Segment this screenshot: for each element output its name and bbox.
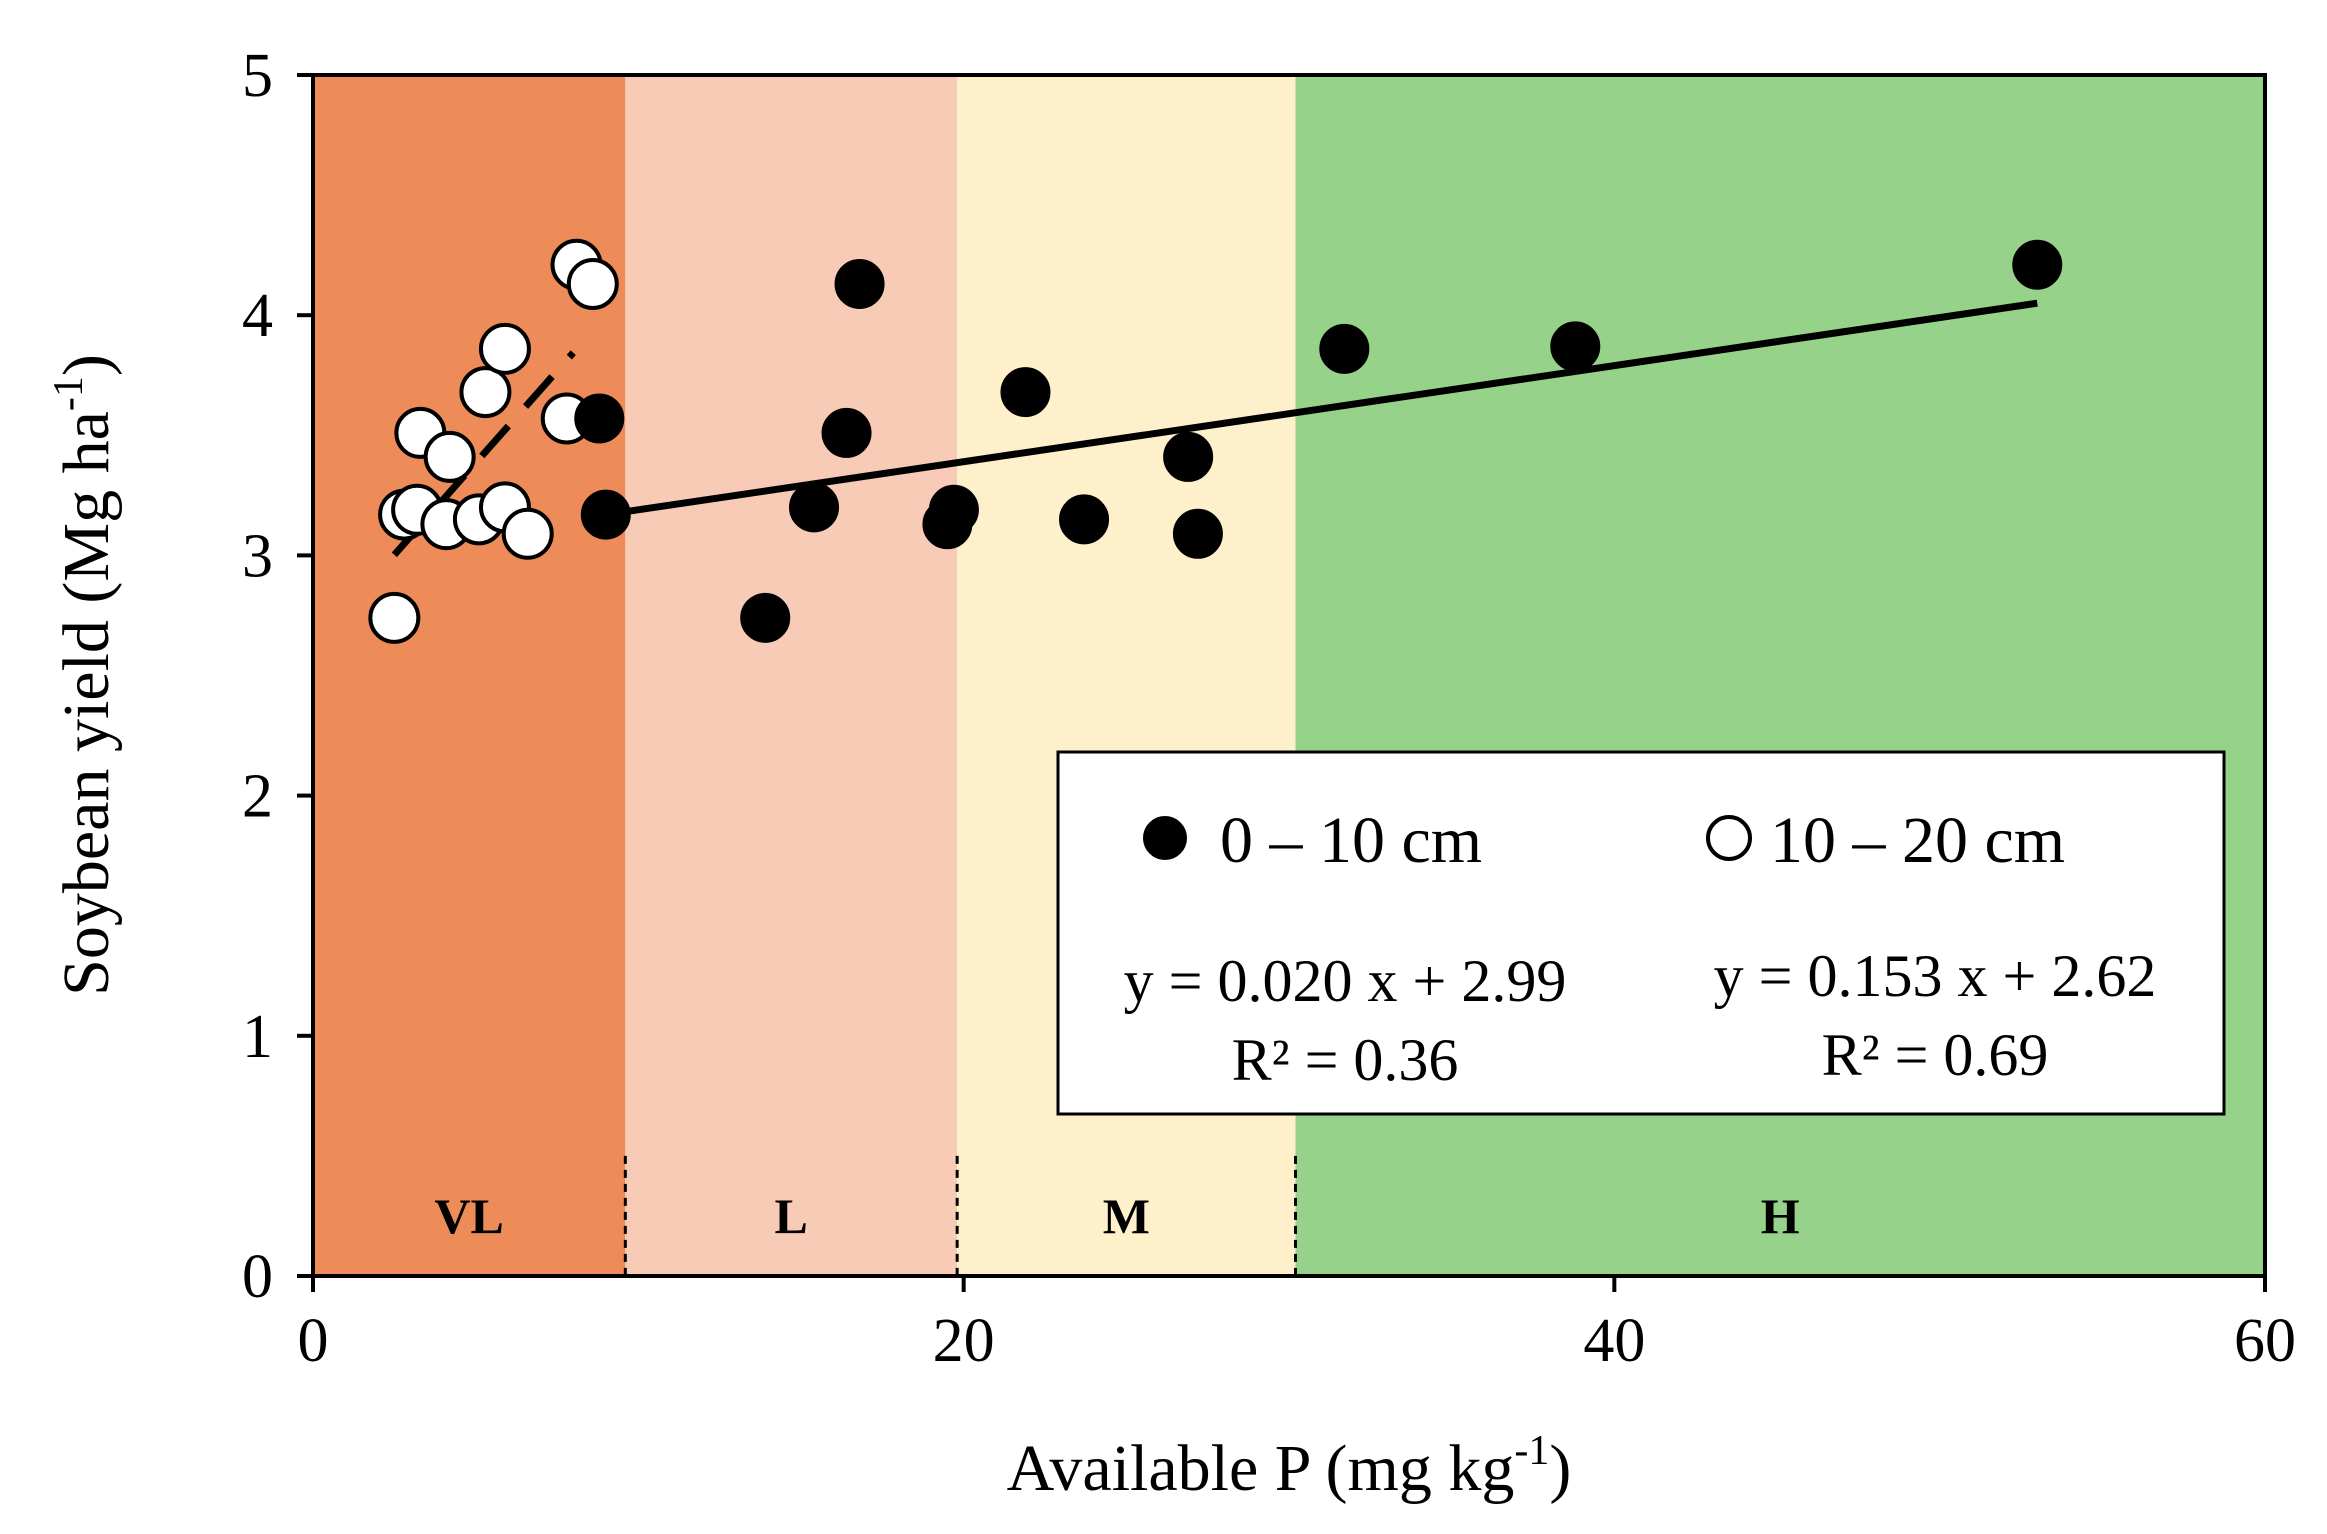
- zone-label-m: M: [1103, 1188, 1150, 1244]
- legend-label-10-20: 10 – 20 cm: [1770, 804, 2065, 877]
- data-point-series-1-0: [368, 591, 421, 644]
- y-axis-title-sup: -1: [46, 376, 92, 411]
- plot-frame: [311, 73, 2267, 1278]
- data-point-series-1-7: [459, 366, 512, 419]
- data-point-series-0-10: [1163, 431, 1214, 482]
- data-point-series-1-8: [478, 322, 531, 375]
- zone-label-vl: VL: [434, 1188, 503, 1244]
- y-tick-label-1: 1: [242, 1003, 273, 1071]
- data-point-series-0-5: [834, 258, 885, 309]
- x-axis-title: Available P (mg kg-1): [1007, 1428, 1572, 1505]
- zone-l: [625, 75, 958, 1276]
- data-point-series-0-13: [1550, 321, 1601, 372]
- legend-marker-open: [1706, 815, 1752, 861]
- data-point-series-0-7: [928, 484, 979, 535]
- y-axis-title: Soybean yield (Mg ha-1): [46, 354, 123, 996]
- y-tick-label-2: 2: [242, 763, 273, 831]
- data-point-series-0-2: [740, 592, 791, 643]
- y-tick-label-0: 0: [242, 1243, 273, 1311]
- data-point-series-0-14: [2012, 239, 2063, 290]
- data-point-series-1-13: [566, 257, 619, 310]
- y-tick-label-5: 5: [242, 42, 273, 110]
- data-points: [368, 238, 2063, 644]
- zone-labels: VL L M H: [434, 1188, 1799, 1244]
- data-point-series-1-5: [423, 430, 476, 483]
- regression-lines: [391, 299, 2038, 558]
- y-axis-title-main: Soybean yield (Mg ha: [50, 411, 123, 996]
- data-point-series-0-12: [1319, 323, 1370, 374]
- equation-10-20: y = 0.153 x + 2.62: [1714, 943, 2157, 1009]
- fit-line-series-1: [391, 350, 576, 558]
- zone-label-l: L: [775, 1188, 808, 1244]
- r2-10-20: R² = 0.69: [1822, 1022, 2049, 1088]
- y-tick-label-4: 4: [242, 282, 273, 350]
- legend-box: [1056, 750, 2226, 1116]
- r2-0-10: R² = 0.36: [1232, 1027, 1459, 1093]
- data-point-series-0-4: [821, 407, 872, 458]
- legend: 0 – 10 cm 10 – 20 cm y = 0.020 x + 2.99 …: [1056, 750, 2226, 1116]
- data-point-series-0-3: [789, 482, 840, 533]
- x-tick-label-3: 60: [2234, 1307, 2296, 1375]
- x-tick-label-0: 0: [298, 1307, 329, 1375]
- data-point-series-0-1: [580, 489, 631, 540]
- equation-0-10: y = 0.020 x + 2.99: [1124, 948, 1567, 1014]
- fit-line-series-0: [605, 299, 2038, 519]
- x-axis-title-main: Available P (mg kg: [1007, 1432, 1515, 1505]
- y-tick-label-3: 3: [242, 522, 273, 590]
- zone-label-h: H: [1761, 1188, 1800, 1244]
- data-point-series-0-0: [574, 393, 625, 444]
- data-point-series-0-9: [1059, 494, 1110, 545]
- data-point-series-0-8: [1000, 367, 1051, 418]
- x-axis-title-close: ): [1549, 1432, 1571, 1505]
- axis-ticks: 0 20 40 60 0 1 2 3 4 5: [242, 42, 2296, 1375]
- x-axis-title-sup: -1: [1514, 1428, 1549, 1474]
- x-tick-label-1: 20: [933, 1307, 995, 1375]
- y-axis-title-close: ): [50, 354, 123, 376]
- legend-label-0-10: 0 – 10 cm: [1220, 804, 1482, 877]
- x-tick-label-2: 40: [1583, 1307, 1645, 1375]
- data-point-series-1-10: [501, 507, 554, 560]
- legend-marker-filled: [1143, 816, 1187, 860]
- data-point-series-0-11: [1172, 508, 1223, 559]
